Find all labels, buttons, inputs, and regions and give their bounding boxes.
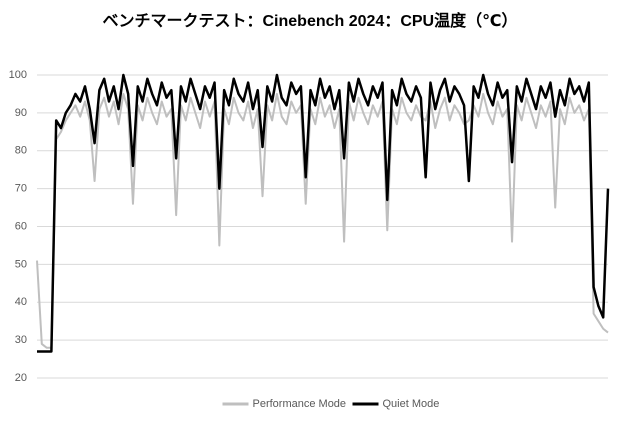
y-tick-label: 30	[15, 334, 27, 346]
chart-title: ベンチマークテスト：Cinebench 2024：CPU温度（℃）	[103, 11, 518, 30]
y-tick-label: 90	[15, 107, 27, 119]
line-series	[36, 92, 609, 349]
y-tick-label: 100	[9, 69, 27, 81]
y-tick-label: 60	[15, 220, 27, 232]
legend-label: Quiet Mode	[383, 398, 440, 410]
y-tick-label: 80	[15, 145, 27, 157]
y-tick-label: 20	[15, 372, 27, 384]
legend-label: Performance Mode	[253, 398, 347, 410]
y-tick-label: 50	[15, 258, 27, 270]
y-tick-label: 70	[15, 183, 27, 195]
line-series	[37, 73, 610, 353]
y-tick-label: 40	[15, 296, 27, 308]
